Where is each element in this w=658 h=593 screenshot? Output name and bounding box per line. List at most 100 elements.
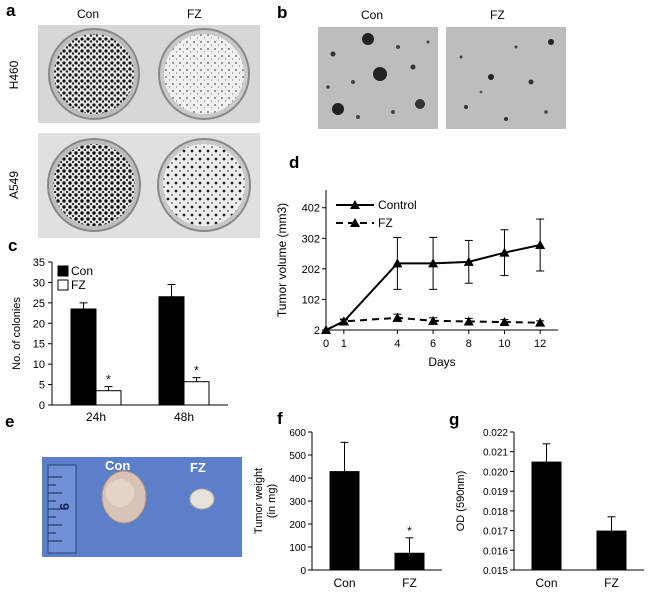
legend-marker bbox=[350, 218, 360, 227]
chart-f-tumor-weight: 0 100 200 300 400 500 600 Tumor weight (in mg) Co… bbox=[253, 428, 442, 590]
data-point bbox=[535, 317, 546, 327]
y-tick-label: 30 bbox=[33, 277, 45, 289]
y-axis-label: No. of colonies bbox=[11, 297, 23, 370]
x-tick-label: 12 bbox=[534, 338, 546, 350]
col-label-fz-b: FZ bbox=[490, 8, 505, 22]
y-tick-label: 0.022 bbox=[483, 428, 508, 439]
y-tick-label: 500 bbox=[289, 451, 306, 462]
x-tick-label: 48h bbox=[174, 410, 194, 424]
tumor-label-con: Con bbox=[105, 458, 131, 473]
col-label-con: Con bbox=[77, 7, 100, 21]
bar bbox=[329, 471, 360, 570]
row-label-a549: A549 bbox=[7, 170, 21, 200]
y-tick-label: 0 bbox=[39, 400, 45, 412]
legend-label: FZ bbox=[71, 278, 86, 292]
legend-label: Control bbox=[378, 198, 417, 212]
y-tick-label: 0.015 bbox=[483, 566, 508, 577]
data-point bbox=[321, 325, 331, 334]
y-tick-label: 0 bbox=[300, 566, 306, 577]
y-tick-label: 302 bbox=[302, 233, 320, 245]
y-axis-label: Tumor volume (mm3) bbox=[275, 203, 289, 317]
data-point bbox=[463, 316, 474, 326]
x-axis-label: Days bbox=[428, 355, 455, 369]
chart-d-tumor-volume: 2 102 202 302 402 0 1 4 6 8 10 12 Days Tumor volume (… bbox=[275, 190, 558, 369]
data-point bbox=[499, 317, 510, 327]
legend-marker bbox=[350, 200, 360, 209]
x-tick-label: FZ bbox=[402, 576, 417, 590]
x-tick-label: 0 bbox=[323, 338, 329, 350]
panel-letter-a: a bbox=[6, 1, 16, 20]
col-label-fz: FZ bbox=[187, 7, 202, 21]
data-point bbox=[428, 258, 439, 268]
svg-text:9: 9 bbox=[57, 503, 72, 510]
panel-letter-d: d bbox=[289, 153, 300, 172]
panel-letter-c: c bbox=[8, 236, 18, 255]
panel-letter-e: e bbox=[5, 412, 15, 431]
x-tick-label: FZ bbox=[604, 576, 619, 590]
bar bbox=[70, 308, 97, 406]
colony-plate-photo-h460 bbox=[38, 25, 260, 123]
x-tick-label: 6 bbox=[430, 338, 436, 350]
colony-plate-photo-a549 bbox=[38, 133, 260, 238]
significance-mark: * bbox=[106, 373, 111, 387]
data-point bbox=[463, 256, 474, 266]
y-tick-label: 600 bbox=[289, 428, 306, 439]
y-axis-label: (in mg) bbox=[266, 484, 278, 518]
legend-label: FZ bbox=[378, 216, 393, 230]
bar bbox=[531, 461, 562, 570]
row-label-h460: H460 bbox=[7, 60, 21, 90]
y-tick-label: 402 bbox=[302, 203, 320, 215]
bar bbox=[394, 552, 425, 570]
y-tick-label: 0.019 bbox=[483, 487, 508, 498]
x-tick-label: 24h bbox=[86, 410, 106, 424]
soft-agar-photo-con bbox=[318, 27, 438, 129]
legend-label: Con bbox=[71, 264, 93, 278]
significance-mark: * bbox=[407, 524, 412, 538]
y-tick-label: 102 bbox=[302, 294, 320, 306]
chart-c-colonies: 0 5 10 15 20 25 30 35 No. of colonies * 24h * 48h Con… bbox=[11, 257, 228, 424]
y-tick-label: 0.018 bbox=[483, 507, 508, 518]
bar bbox=[95, 390, 122, 406]
data-point bbox=[499, 247, 510, 257]
chart-g-od: 0.015 0.016 0.017 0.018 0.019 0.020 0.021 0.022… bbox=[455, 428, 644, 590]
y-tick-label: 35 bbox=[33, 257, 45, 269]
y-tick-label: 0.021 bbox=[483, 448, 508, 459]
x-tick-label: 8 bbox=[466, 338, 472, 350]
y-tick-label: 0.020 bbox=[483, 467, 508, 478]
x-tick-label: Con bbox=[333, 576, 355, 590]
y-tick-label: 2 bbox=[314, 325, 320, 337]
y-tick-label: 300 bbox=[289, 497, 306, 508]
y-tick-label: 202 bbox=[302, 264, 320, 276]
data-point bbox=[428, 315, 439, 325]
y-tick-label: 25 bbox=[33, 298, 45, 310]
data-point bbox=[392, 258, 403, 268]
data-point bbox=[535, 240, 546, 250]
y-axis-label: Tumor weight bbox=[253, 468, 265, 534]
tumor-label-fz: FZ bbox=[190, 460, 206, 475]
panel-letter-g: g bbox=[449, 410, 460, 429]
x-tick-label: 1 bbox=[341, 338, 347, 350]
tumor-photo: 9 bbox=[42, 457, 242, 557]
y-tick-label: 100 bbox=[289, 543, 306, 554]
x-tick-label: 4 bbox=[394, 338, 400, 350]
y-tick-label: 20 bbox=[33, 318, 45, 330]
y-tick-label: 0.017 bbox=[483, 527, 508, 538]
bar bbox=[596, 530, 627, 570]
y-tick-label: 5 bbox=[39, 380, 45, 392]
bar bbox=[183, 381, 210, 406]
soft-agar-photo-fz bbox=[446, 27, 566, 129]
y-tick-label: 10 bbox=[33, 359, 45, 371]
significance-mark: * bbox=[194, 364, 199, 378]
legend-swatch bbox=[57, 279, 69, 291]
y-tick-label: 15 bbox=[33, 339, 45, 351]
data-point bbox=[392, 312, 403, 322]
panel-letter-b: b bbox=[277, 3, 288, 22]
col-label-con-b: Con bbox=[361, 8, 384, 22]
y-tick-label: 200 bbox=[289, 520, 306, 531]
y-tick-label: 400 bbox=[289, 474, 306, 485]
y-axis-label: OD (590nm) bbox=[455, 471, 467, 532]
x-tick-label: Con bbox=[535, 576, 557, 590]
x-tick-label: 10 bbox=[498, 338, 510, 350]
data-point bbox=[338, 316, 349, 326]
y-tick-label: 0.016 bbox=[483, 546, 508, 557]
